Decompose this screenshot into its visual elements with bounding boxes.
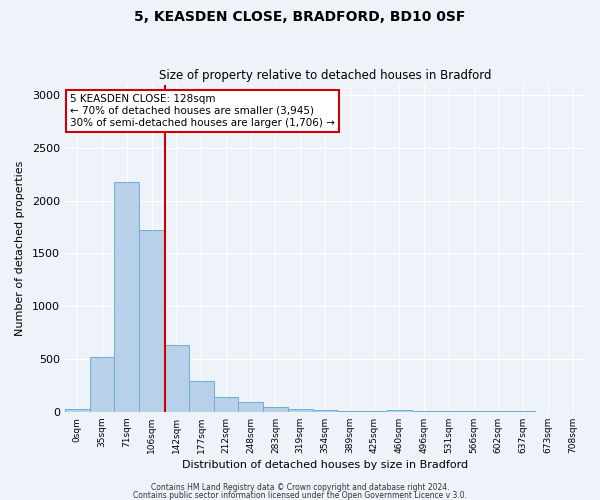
Bar <box>263 406 288 412</box>
Bar <box>362 411 387 412</box>
Bar <box>238 402 263 412</box>
Bar <box>115 182 139 412</box>
Bar <box>164 346 189 412</box>
Bar <box>65 408 89 412</box>
X-axis label: Distribution of detached houses by size in Bradford: Distribution of detached houses by size … <box>182 460 468 470</box>
Bar <box>387 410 412 412</box>
Bar <box>89 357 115 412</box>
Text: 5 KEASDEN CLOSE: 128sqm
← 70% of detached houses are smaller (3,945)
30% of semi: 5 KEASDEN CLOSE: 128sqm ← 70% of detache… <box>70 94 335 128</box>
Bar <box>189 381 214 412</box>
Bar <box>214 396 238 412</box>
Text: Contains public sector information licensed under the Open Government Licence v : Contains public sector information licen… <box>133 490 467 500</box>
Bar <box>288 409 313 412</box>
Bar <box>139 230 164 412</box>
Y-axis label: Number of detached properties: Number of detached properties <box>15 160 25 336</box>
Bar <box>337 411 362 412</box>
Bar <box>313 410 337 412</box>
Text: 5, KEASDEN CLOSE, BRADFORD, BD10 0SF: 5, KEASDEN CLOSE, BRADFORD, BD10 0SF <box>134 10 466 24</box>
Text: Contains HM Land Registry data © Crown copyright and database right 2024.: Contains HM Land Registry data © Crown c… <box>151 484 449 492</box>
Title: Size of property relative to detached houses in Bradford: Size of property relative to detached ho… <box>159 69 491 82</box>
